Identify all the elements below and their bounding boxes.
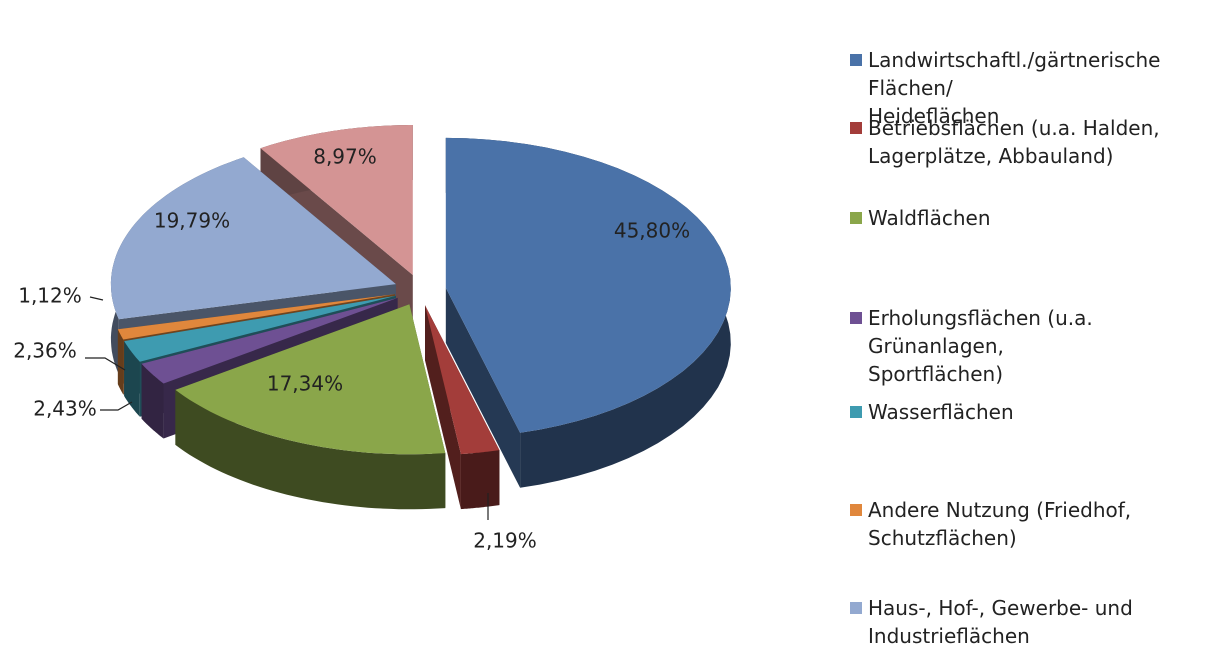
legend-label: Betriebsflächen (u.a. Halden, Lagerplätz… — [868, 116, 1160, 168]
slice — [445, 137, 731, 488]
data-label: 8,97% — [313, 145, 377, 169]
slice-top — [110, 157, 396, 320]
legend-entry: Betriebsflächen (u.a. Halden, Lagerplätz… — [850, 114, 1213, 170]
leader-line — [85, 357, 126, 371]
slice-top — [141, 297, 398, 384]
slice-side — [124, 341, 140, 417]
leader-line — [100, 401, 133, 411]
legend-swatch — [850, 122, 862, 134]
data-label: 2,43% — [33, 397, 97, 421]
legend-label: Erholungsflächen (u.a. Grünanlagen, Spor… — [868, 306, 1093, 386]
data-label: 45,80% — [614, 219, 690, 243]
data-label: 2,19% — [473, 529, 537, 553]
slice-top — [425, 305, 500, 455]
data-label: 2,36% — [13, 339, 77, 363]
slice-top — [124, 295, 396, 362]
leader-line — [89, 296, 104, 301]
legend-swatch — [850, 504, 862, 516]
legend-entry: Waldflächen — [850, 204, 1213, 232]
slice — [425, 305, 500, 510]
legend-swatch — [850, 406, 862, 418]
slice-top — [445, 137, 731, 433]
slice-wall — [425, 305, 461, 510]
slice-top — [117, 294, 396, 340]
data-label: 19,79% — [154, 209, 230, 233]
legend-swatch — [850, 602, 862, 614]
legend-label: Wasserflächen — [868, 400, 1014, 424]
slice-top — [260, 125, 413, 275]
slice-top — [175, 304, 446, 455]
slice-wall — [445, 287, 521, 488]
slice-side — [117, 329, 124, 395]
slice-side — [141, 363, 164, 439]
legend-entry: Andere Nutzung (Friedhof, Schutzflächen) — [850, 496, 1213, 552]
legend-label: Haus-, Hof-, Gewerbe- und Industriefläch… — [868, 596, 1133, 648]
legend-entry: Erholungsflächen (u.a. Grünanlagen, Spor… — [850, 304, 1213, 388]
slice-side — [175, 389, 446, 510]
slice — [175, 304, 446, 510]
legend-swatch — [850, 212, 862, 224]
legend-label: Waldflächen — [868, 206, 991, 230]
legend-entry: Haus-, Hof-, Gewerbe- und Industriefläch… — [850, 594, 1213, 650]
legend-swatch — [850, 54, 862, 66]
legend-entry: Landwirtschaftl./gärtnerische Flächen/ H… — [850, 46, 1213, 130]
legend-label: Landwirtschaftl./gärtnerische Flächen/ H… — [868, 48, 1161, 128]
legend-label: Andere Nutzung (Friedhof, Schutzflächen) — [868, 498, 1132, 550]
legend-swatch — [850, 312, 862, 324]
legend-entry: Wasserflächen — [850, 398, 1213, 426]
data-label: 17,34% — [267, 372, 343, 396]
slice-side — [460, 450, 500, 510]
data-label: 1,12% — [18, 284, 82, 308]
